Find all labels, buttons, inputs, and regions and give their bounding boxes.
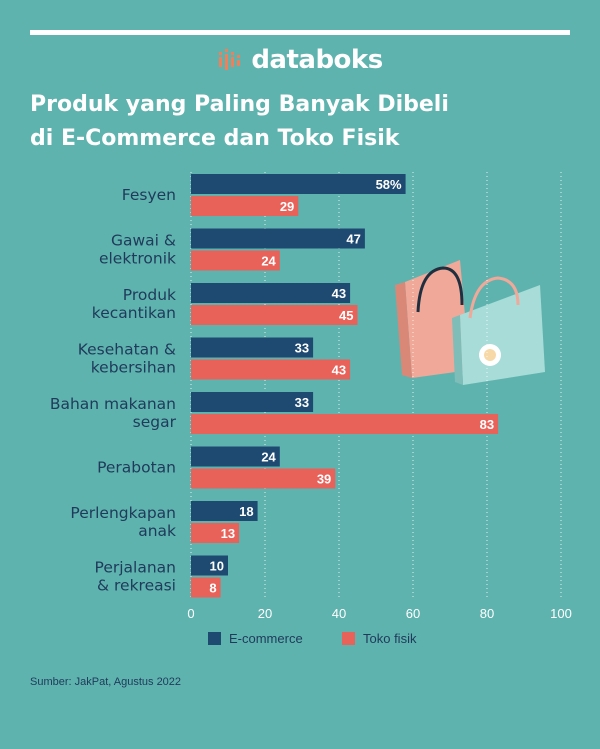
- bar-value-label: 47: [346, 232, 360, 247]
- x-tick-label: 100: [550, 606, 572, 621]
- category-label: Kesehatan &: [78, 341, 176, 359]
- bar-ecommerce: [191, 501, 258, 521]
- top-accent-bar: [30, 30, 570, 35]
- bar-toko-fisik: [191, 305, 358, 325]
- category-label: segar: [133, 413, 177, 431]
- x-tick-label: 60: [406, 606, 420, 621]
- category-label: & rekreasi: [97, 577, 176, 595]
- category-label: Perabotan: [97, 459, 176, 477]
- bar-value-label: 45: [339, 308, 353, 323]
- bar-ecommerce: [191, 337, 314, 358]
- bar-value-label: 8: [209, 581, 216, 596]
- category-label: Fesyen: [122, 186, 176, 204]
- bar-value-label: 58%: [376, 177, 402, 192]
- legend-label: E-commerce: [229, 631, 303, 646]
- bar-toko-fisik: [191, 468, 336, 489]
- databoks-logo-icon: [219, 49, 241, 70]
- category-label: Perjalanan: [95, 559, 176, 577]
- category-label: Perlengkapan: [70, 504, 176, 522]
- bar-value-label: 33: [295, 341, 309, 356]
- chart-title-line-2: di E-Commerce dan Toko Fisik: [30, 126, 400, 151]
- category-label: Gawai &: [111, 232, 176, 250]
- bar-toko-fisik: [191, 359, 351, 380]
- category-label: anak: [138, 522, 176, 540]
- category-label: kecantikan: [92, 304, 176, 322]
- legend-label: Toko fisik: [363, 631, 417, 646]
- bar-value-label: 83: [480, 417, 494, 432]
- x-tick-label: 80: [480, 606, 494, 621]
- bar-value-label: 10: [210, 559, 224, 574]
- bar-toko-fisik: [191, 414, 499, 434]
- x-tick-label: 40: [332, 606, 346, 621]
- bar-value-label: 18: [239, 504, 253, 519]
- bar-value-label: 24: [261, 450, 276, 465]
- bar-ecommerce: [191, 446, 280, 467]
- bar-value-label: 24: [261, 254, 276, 269]
- brand-name: databoks: [251, 45, 383, 75]
- x-tick-label: 20: [258, 606, 272, 621]
- x-tick-label: 0: [187, 606, 194, 621]
- bar-value-label: 39: [317, 472, 331, 487]
- bar-ecommerce: [191, 283, 351, 303]
- chart-title-line-1: Produk yang Paling Banyak Dibeli: [30, 92, 449, 117]
- bar-toko-fisik: [191, 577, 221, 598]
- category-label: Produk: [123, 286, 176, 304]
- shopping-bags-illustration: [395, 260, 545, 385]
- bar-value-label: 29: [280, 199, 294, 214]
- legend-swatch: [342, 632, 355, 645]
- category-label: kebersihan: [91, 359, 176, 377]
- legend-swatch: [208, 632, 221, 645]
- bar-value-label: 43: [332, 286, 346, 301]
- bar-ecommerce: [191, 228, 365, 249]
- bar-value-label: 13: [221, 526, 235, 541]
- bar-ecommerce: [191, 555, 228, 576]
- bar-ecommerce: [191, 392, 314, 412]
- chart-title: Produk yang Paling Banyak Dibeli di E-Co…: [30, 88, 570, 156]
- category-label: Bahan makanan: [50, 395, 176, 413]
- brand-logo: databoks: [0, 42, 600, 78]
- bar-toko-fisik: [191, 523, 240, 543]
- source-note: Sumber: JakPat, Agustus 2022: [30, 676, 182, 688]
- category-label: elektronik: [99, 250, 176, 268]
- bar-value-label: 43: [332, 363, 346, 378]
- bar-value-label: 33: [295, 395, 309, 410]
- bar-toko-fisik: [191, 196, 299, 216]
- bar-toko-fisik: [191, 250, 280, 271]
- bar-ecommerce: [191, 174, 406, 194]
